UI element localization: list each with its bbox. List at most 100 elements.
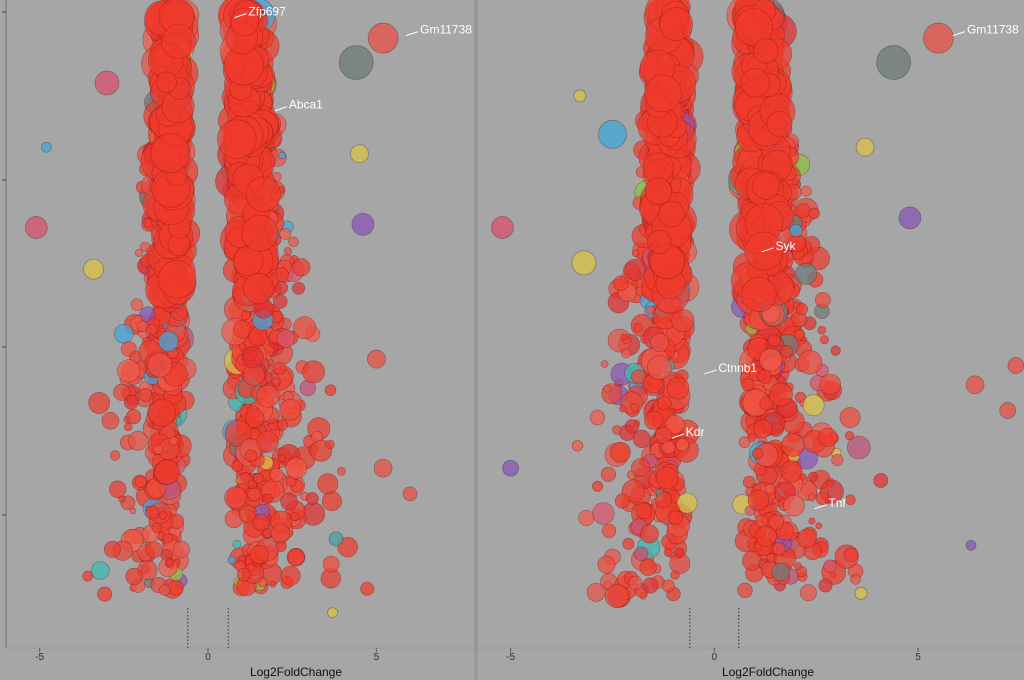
data-point <box>780 460 803 483</box>
data-point <box>759 396 774 411</box>
x-tick-label: 0 <box>205 652 211 663</box>
data-point <box>278 151 286 160</box>
data-point <box>737 582 753 598</box>
data-point <box>162 533 174 544</box>
data-point <box>768 514 785 531</box>
data-point <box>217 119 257 159</box>
gene-label-leader <box>671 433 684 439</box>
data-point <box>276 329 295 348</box>
gene-label: Zfp697 <box>248 5 286 19</box>
data-point <box>619 404 627 413</box>
data-point <box>247 487 261 502</box>
data-point <box>830 345 841 356</box>
outlier-point <box>898 206 922 230</box>
data-point <box>753 419 773 439</box>
data-point <box>630 403 640 412</box>
data-point <box>734 8 773 47</box>
data-point <box>125 567 143 586</box>
data-point <box>88 392 111 414</box>
data-point <box>145 505 160 520</box>
data-point <box>845 494 856 506</box>
data-point <box>242 272 274 304</box>
data-point <box>741 276 777 313</box>
data-point <box>772 542 786 556</box>
data-point <box>631 249 640 257</box>
outlier-point <box>327 607 338 619</box>
data-point <box>252 513 270 532</box>
data-point <box>277 454 286 463</box>
data-point <box>655 466 679 490</box>
data-point <box>325 439 335 450</box>
data-point <box>244 449 258 462</box>
data-point <box>578 509 595 526</box>
data-point <box>815 291 831 308</box>
data-point <box>612 275 629 292</box>
outlier-point <box>854 587 868 600</box>
data-point <box>272 294 288 309</box>
data-point <box>622 537 635 550</box>
outlier-point <box>351 212 375 236</box>
data-point <box>230 7 260 37</box>
data-point <box>666 376 690 400</box>
data-point <box>145 541 163 559</box>
outlier-point <box>598 120 627 149</box>
data-point <box>819 335 829 345</box>
data-point <box>240 472 251 483</box>
data-point <box>241 214 279 252</box>
data-point <box>279 227 292 240</box>
data-point <box>290 511 300 522</box>
data-point <box>302 360 326 384</box>
data-point <box>126 409 142 425</box>
data-point <box>280 492 298 511</box>
data-point <box>789 224 803 238</box>
outlier-point <box>571 250 597 276</box>
data-point <box>287 548 305 566</box>
data-point <box>631 458 650 478</box>
data-point <box>789 235 806 252</box>
data-point <box>647 230 672 255</box>
x-tick-label: -5 <box>35 652 44 663</box>
outlier-point <box>999 402 1017 419</box>
data-point <box>781 433 805 457</box>
data-point <box>740 362 750 372</box>
data-point <box>150 133 191 173</box>
data-point <box>631 369 647 385</box>
data-point <box>783 494 805 517</box>
data-point <box>172 540 191 559</box>
data-point <box>799 584 817 602</box>
data-point <box>113 323 134 344</box>
outlier-point <box>41 141 52 153</box>
data-point <box>236 567 251 582</box>
data-point <box>850 574 861 585</box>
data-point <box>154 459 180 485</box>
data-point <box>269 580 277 588</box>
data-point <box>155 71 177 93</box>
data-point <box>117 359 141 383</box>
data-point <box>242 346 264 369</box>
data-point <box>135 248 144 257</box>
data-point <box>633 546 649 561</box>
data-point <box>817 325 827 335</box>
gene-label-leader <box>952 31 966 37</box>
data-point <box>123 395 139 410</box>
data-point <box>292 258 311 277</box>
data-point <box>324 384 337 397</box>
outlier-point <box>573 89 587 103</box>
data-point <box>794 262 817 285</box>
data-point <box>628 575 643 591</box>
data-point <box>808 207 820 219</box>
data-point <box>233 319 252 339</box>
data-point <box>764 483 776 494</box>
data-point <box>768 382 793 407</box>
x-tick-label: 0 <box>712 652 718 663</box>
data-point <box>169 436 178 446</box>
data-point <box>130 298 144 311</box>
data-point <box>147 352 173 378</box>
data-point <box>802 394 825 417</box>
outlier-point <box>350 144 369 164</box>
x-tick-label: 5 <box>374 652 380 663</box>
data-point <box>158 511 168 520</box>
data-point <box>232 539 242 549</box>
data-point <box>82 570 94 582</box>
data-point <box>633 322 643 333</box>
